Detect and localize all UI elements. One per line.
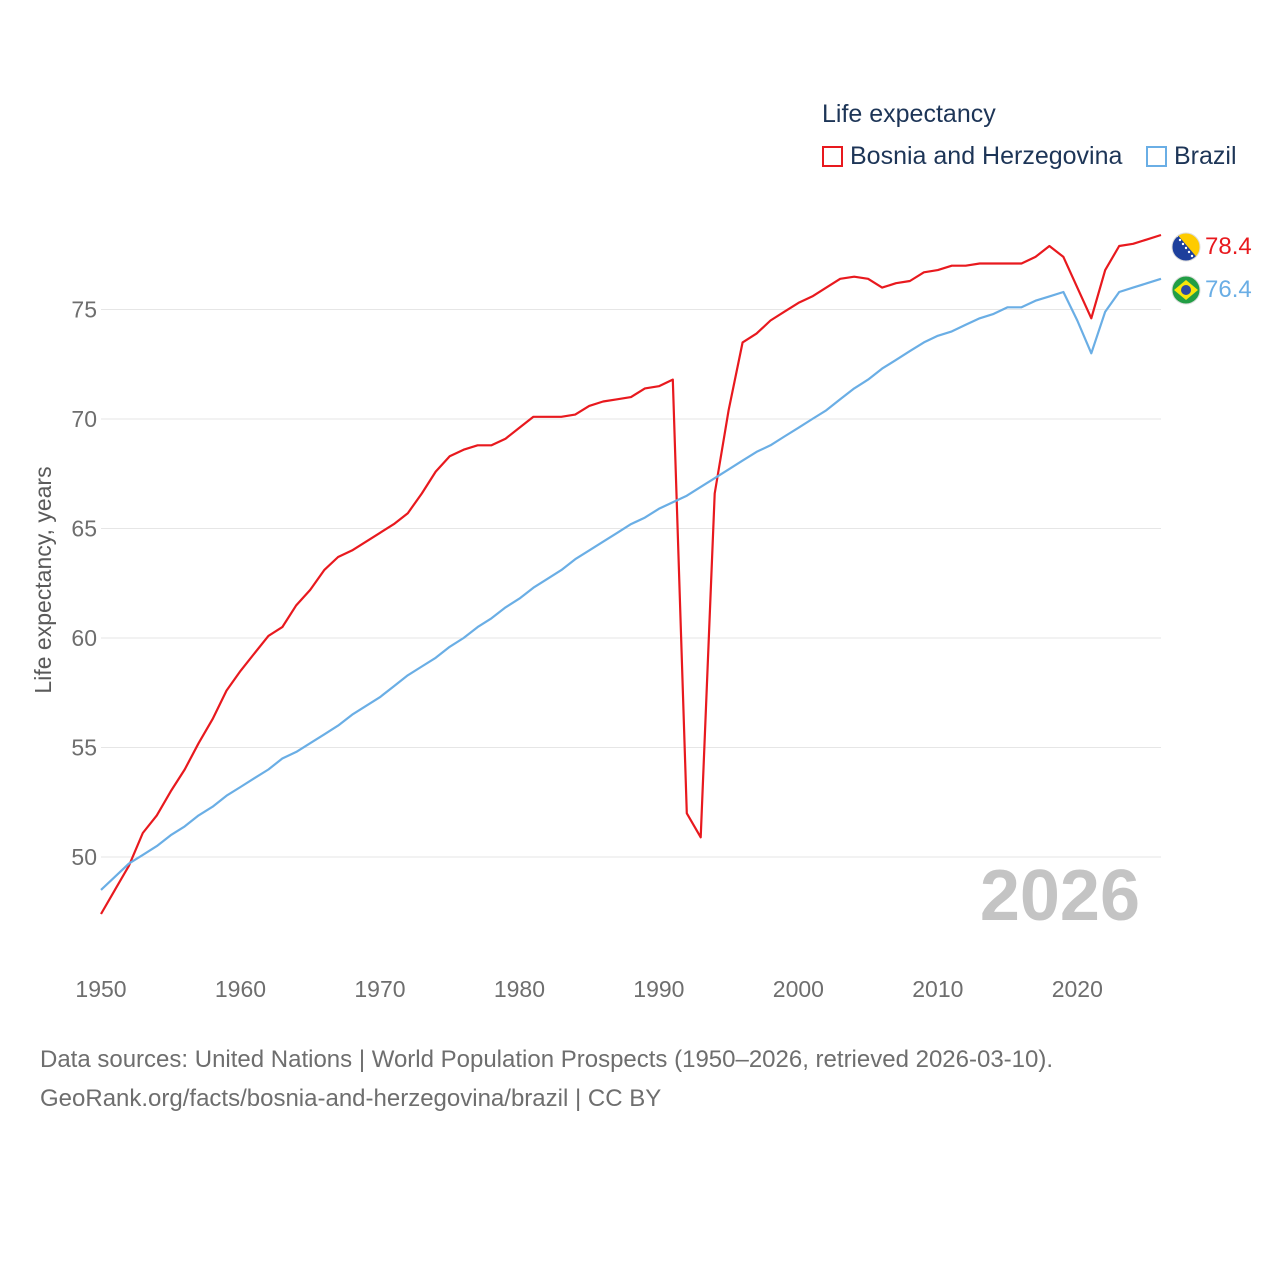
brazil-end-label: 76.4	[1205, 276, 1252, 303]
bosnia-flag-ring	[1171, 232, 1201, 262]
y-tick-label: 75	[71, 297, 97, 323]
y-tick-label: 50	[71, 844, 97, 870]
series-line-bosnia[interactable]	[100, 233, 1162, 915]
x-tick-label: 1960	[215, 976, 266, 1002]
bosnia-end-label: 78.4	[1205, 233, 1252, 260]
legend-title: Life expectancy	[822, 100, 996, 128]
brazil-flag-icon	[1172, 276, 1200, 304]
y-tick-label: 65	[71, 516, 97, 542]
series-line-brazil[interactable]	[100, 277, 1162, 891]
x-tick-label: 1980	[494, 976, 545, 1002]
legend-item-brazil[interactable]: Brazil	[1146, 142, 1237, 171]
legend-item-bosnia[interactable]: Bosnia and Herzegovina	[822, 142, 1122, 171]
x-tick-label: 1970	[354, 976, 405, 1002]
brazil-flag-ring	[1171, 275, 1201, 305]
y-axis-title: Life expectancy, years	[30, 466, 56, 693]
x-tick-label: 2000	[773, 976, 824, 1002]
legend-label-bosnia: Bosnia and Herzegovina	[850, 142, 1123, 170]
x-tick-label: 1990	[633, 976, 684, 1002]
legend-swatch-bosnia	[822, 146, 843, 167]
legend-label-brazil: Brazil	[1174, 142, 1237, 170]
footer-attribution[interactable]: GeoRank.org/facts/bosnia-and-herzegovina…	[40, 1085, 662, 1112]
x-tick-label: 1950	[75, 976, 126, 1002]
x-tick-label: 2010	[912, 976, 963, 1002]
footer-sources: Data sources: United Nations | World Pop…	[40, 1046, 1054, 1073]
y-tick-label: 60	[71, 625, 97, 651]
bosnia-flag-icon	[1172, 233, 1200, 261]
x-tick-label: 2020	[1052, 976, 1103, 1002]
y-tick-label: 55	[71, 735, 97, 761]
legend-swatch-brazil	[1146, 146, 1167, 167]
current-year-label: 2026	[980, 856, 1140, 936]
y-tick-label: 70	[71, 406, 97, 432]
